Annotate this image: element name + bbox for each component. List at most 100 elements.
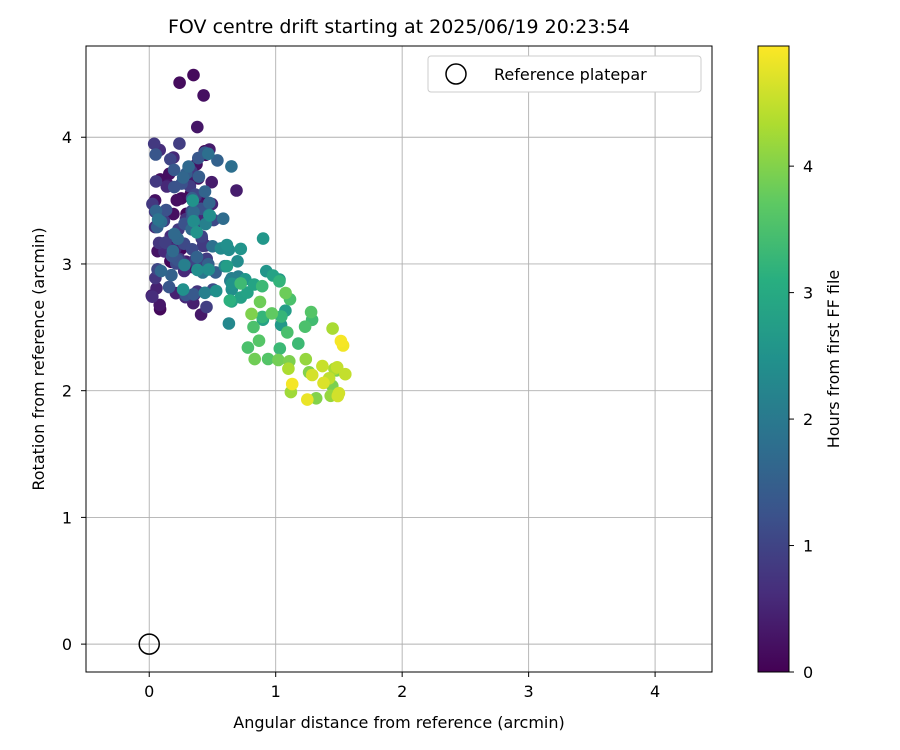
- scatter-point: [147, 137, 161, 151]
- scatter-point: [164, 153, 177, 166]
- scatter-point: [196, 239, 210, 253]
- scatter-point: [331, 389, 345, 403]
- y-tick-label: 2: [62, 382, 72, 401]
- scatter-point: [273, 275, 286, 288]
- scatter-point: [252, 334, 266, 348]
- scatter-point: [282, 362, 295, 376]
- scatter-point: [222, 317, 236, 330]
- legend-open-circle-marker: [445, 63, 467, 85]
- reference-platepar-marker: [138, 633, 160, 655]
- x-tick-label: 1: [271, 682, 281, 701]
- scatter-point: [292, 337, 305, 350]
- scatter-point: [176, 171, 190, 184]
- scatter-point: [170, 193, 184, 207]
- scatter-point: [192, 170, 206, 183]
- scatter-point: [261, 352, 275, 366]
- scatter-point: [202, 147, 215, 161]
- scatter-point: [298, 320, 312, 334]
- scatter-point: [230, 184, 243, 197]
- scatter-point: [200, 300, 213, 314]
- scatter-point: [149, 175, 163, 188]
- scatter-point: [209, 284, 223, 298]
- scatter-point: [248, 352, 261, 366]
- scatter-point: [316, 359, 329, 373]
- scatter-point: [304, 305, 318, 319]
- scatter-point: [153, 298, 166, 312]
- scatter-point: [253, 295, 267, 309]
- scatter-point: [220, 238, 234, 252]
- scatter-point: [190, 226, 203, 239]
- y-tick-label: 4: [62, 128, 72, 147]
- scatter-point: [326, 322, 339, 335]
- scatter-point: [187, 288, 200, 301]
- legend-label: Reference platepar: [494, 65, 647, 84]
- scatter-point: [255, 279, 269, 293]
- scatter-point: [191, 263, 204, 277]
- x-tick-label: 0: [144, 682, 154, 701]
- scatter-point: [198, 185, 212, 198]
- scatter-point: [281, 326, 294, 339]
- scatter-point: [265, 307, 279, 320]
- scatter-point: [234, 277, 247, 290]
- scatter-point: [202, 263, 215, 276]
- scatter-point: [186, 194, 200, 207]
- colorbar-tick-label: 4: [803, 157, 813, 176]
- scatter-point: [187, 205, 200, 219]
- scatter-point: [247, 320, 260, 334]
- chart-title: FOV centre drift starting at 2025/06/19 …: [168, 16, 630, 38]
- y-tick-label: 0: [62, 635, 72, 654]
- colorbar-tick-label: 2: [803, 410, 813, 429]
- scatter-point: [198, 286, 212, 300]
- scatter-point: [167, 163, 181, 177]
- scatter-point: [211, 154, 224, 167]
- scatter-point: [149, 148, 162, 161]
- scatter-point: [273, 342, 287, 355]
- scatter-point: [223, 294, 237, 307]
- scatter-point: [234, 242, 248, 256]
- colorbar-tick-label: 3: [803, 284, 813, 303]
- scatter-point: [146, 290, 159, 304]
- scatter-point: [330, 361, 344, 374]
- scatter-point: [151, 213, 165, 226]
- colorbar-label: Hours from first FF file: [824, 270, 843, 449]
- scatter-point: [256, 232, 270, 245]
- scatter-point: [168, 227, 181, 241]
- scatter-point: [173, 76, 186, 89]
- scatter-point: [272, 353, 285, 367]
- scatter-point: [187, 68, 200, 82]
- scatter-point: [154, 264, 168, 278]
- scatter-point: [168, 180, 181, 194]
- y-tick-label: 3: [62, 255, 72, 274]
- legend-box: [427, 55, 702, 93]
- scatter-point: [191, 120, 204, 134]
- scatter-point: [301, 393, 314, 406]
- scatter-point: [190, 250, 204, 264]
- scatter-point: [305, 368, 319, 382]
- scatter-point: [166, 244, 180, 258]
- scatter-point: [279, 286, 292, 300]
- scatter-point: [159, 236, 172, 249]
- y-axis-label: Rotation from reference (arcmin): [29, 227, 48, 490]
- colorbar-tick-label: 1: [803, 537, 813, 556]
- scatter-point: [162, 280, 176, 294]
- scatter-point: [203, 196, 216, 210]
- scatter-point: [182, 160, 195, 173]
- legend: Reference platepar: [427, 55, 702, 93]
- scatter-point: [220, 259, 234, 273]
- scatter-point: [334, 334, 348, 348]
- scatter-point: [197, 89, 210, 102]
- scatter-point: [165, 268, 178, 282]
- x-axis-label: Angular distance from reference (arcmin): [233, 713, 564, 732]
- scatter-point: [159, 203, 173, 217]
- scatter-point: [245, 307, 258, 321]
- scatter-point: [299, 352, 313, 366]
- colorbar: [757, 45, 790, 673]
- scatter-point: [317, 376, 330, 390]
- scatter-point: [225, 160, 238, 173]
- scatter-point: [256, 310, 269, 324]
- scatter-point: [241, 341, 255, 354]
- scatter-point: [178, 258, 191, 272]
- scatter-point: [203, 209, 217, 222]
- scatter-point: [205, 175, 218, 189]
